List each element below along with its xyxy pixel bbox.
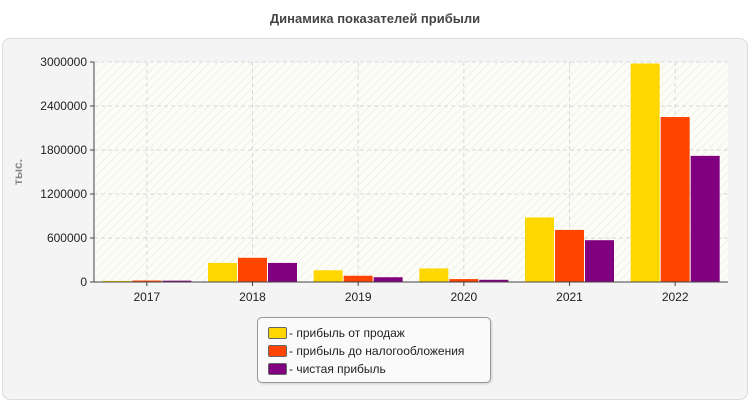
bar-2022-series-0[interactable] (630, 63, 660, 282)
x-tick-label: 2022 (662, 290, 689, 304)
bar-2017-series-1[interactable] (132, 280, 162, 282)
bar-2020-series-0[interactable] (419, 268, 449, 282)
tick-labels: 0 600000 1200000 1800000 2400000 3000000 2017 2… (40, 55, 689, 304)
legend-label: - прибыль от продаж (289, 326, 405, 340)
y-axis-label: тыс. (11, 159, 25, 185)
x-tick-label: 2017 (133, 290, 160, 304)
bar-2018-series-1[interactable] (238, 257, 267, 282)
grid-lines (94, 61, 728, 282)
bar-2020-series-1[interactable] (449, 279, 479, 282)
bars (102, 63, 720, 282)
y-tick-label: 2400000 (40, 99, 87, 113)
bar-2019-series-0[interactable] (313, 270, 343, 282)
y-tick-label: 0 (80, 275, 87, 289)
legend-swatch (268, 345, 287, 357)
bar-2017-series-2[interactable] (162, 280, 192, 282)
plot-background (94, 62, 728, 282)
bar-2021-series-0[interactable] (525, 217, 554, 282)
y-tick-label: 3000000 (40, 55, 87, 69)
bar-2017-series-0[interactable] (102, 280, 132, 282)
legend: - прибыль от продаж - прибыль до налогоо… (257, 317, 491, 383)
legend-label: - чистая прибыль (289, 362, 386, 376)
bar-2021-series-1[interactable] (555, 229, 584, 282)
y-tick-label: 600000 (47, 231, 87, 245)
y-tick-label: 1800000 (40, 143, 87, 157)
bar-2022-series-2[interactable] (690, 155, 720, 282)
bar-2022-series-1[interactable] (660, 117, 690, 282)
legend-item-pretax-profit[interactable]: - прибыль до налогообложения (268, 342, 464, 360)
y-tick-label: 1200000 (40, 187, 87, 201)
bar-2019-series-1[interactable] (343, 275, 373, 282)
bar-2018-series-0[interactable] (208, 262, 237, 282)
legend-item-sales-profit[interactable]: - прибыль от продаж (268, 324, 405, 342)
bar-2019-series-2[interactable] (373, 277, 403, 282)
legend-swatch (268, 327, 287, 339)
legend-label: - прибыль до налогообложения (289, 344, 465, 358)
x-tick-label: 2018 (239, 290, 266, 304)
x-tick-label: 2019 (345, 290, 372, 304)
chart-title: Динамика показателей прибыли (269, 11, 481, 26)
x-tick-label: 2020 (450, 290, 477, 304)
bar-2021-series-2[interactable] (585, 240, 614, 282)
bar-2020-series-2[interactable] (479, 279, 509, 282)
axes (93, 62, 728, 283)
legend-swatch (268, 363, 287, 375)
legend-item-net-profit[interactable]: - чистая прибыль (268, 360, 386, 378)
x-tick-label: 2021 (556, 290, 583, 304)
bar-2018-series-2[interactable] (268, 262, 297, 282)
